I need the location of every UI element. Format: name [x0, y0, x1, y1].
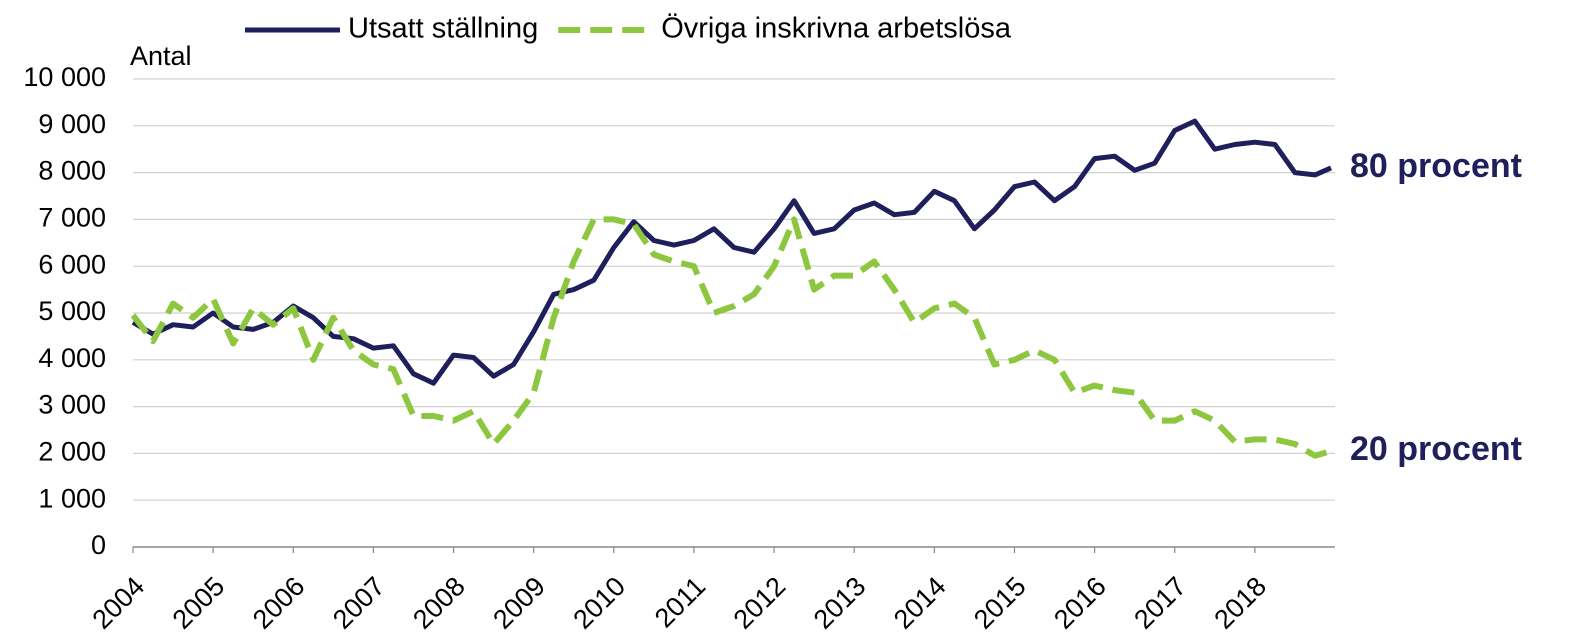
x-tick-label: 2010: [567, 571, 631, 635]
x-tick-label: 2013: [808, 571, 872, 635]
x-tick-label: 2018: [1208, 571, 1272, 635]
y-tick-label: 9 000: [38, 109, 106, 139]
y-tick-label: 5 000: [38, 296, 106, 326]
y-axis-label: Antal: [130, 41, 192, 71]
y-tick-label: 4 000: [38, 343, 106, 373]
x-tick-label: 2011: [649, 571, 711, 633]
y-tick-label: 1 000: [38, 483, 106, 513]
series-line: [130, 216, 1332, 459]
y-tick-label: 2 000: [38, 437, 106, 467]
x-tick-label: 2004: [87, 571, 151, 635]
y-tick-label: 6 000: [38, 249, 106, 279]
y-tick-label: 0: [91, 530, 106, 560]
legend-label: Utsatt ställning: [348, 13, 538, 45]
x-tick-label: 2015: [968, 571, 1032, 635]
end-annotation: 20 procent: [1350, 430, 1522, 468]
x-tick-label: 2007: [327, 571, 391, 635]
end-annotation: 80 procent: [1350, 147, 1522, 185]
x-tick-label: 2017: [1128, 571, 1192, 635]
series-line: [131, 118, 1333, 386]
y-tick-label: 10 000: [23, 62, 106, 92]
x-tick-label: 2012: [728, 571, 792, 635]
x-tick-label: 2016: [1048, 571, 1112, 635]
legend-label: Övriga inskrivna arbetslösa: [661, 13, 1012, 45]
y-tick-label: 8 000: [38, 156, 106, 186]
x-tick-label: 2008: [407, 571, 471, 635]
y-tick-label: 7 000: [38, 203, 106, 233]
x-tick-label: 2009: [487, 571, 551, 635]
x-tick-label: 2006: [247, 571, 311, 635]
y-tick-label: 3 000: [38, 390, 106, 420]
x-tick-label: 2014: [888, 571, 952, 635]
x-tick-label: 2005: [167, 571, 231, 635]
